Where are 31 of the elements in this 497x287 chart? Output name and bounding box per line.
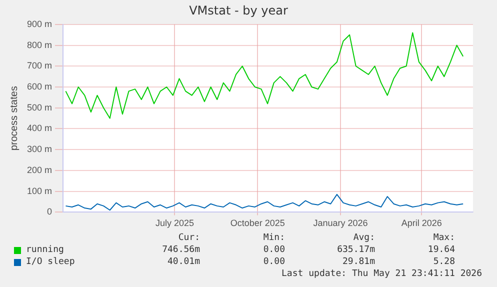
y-tick-label: 100 m [27, 186, 52, 196]
y-tick-label: 200 m [27, 164, 52, 175]
text: Min: [263, 233, 285, 243]
legend-label: running [26, 245, 64, 255]
y-tick-label: 500 m [27, 102, 52, 112]
text: 0.00 [263, 257, 285, 267]
y-tick-label: 400 m [27, 123, 52, 134]
x-tick-label: July 2025 [155, 218, 194, 228]
text: 40.01m [167, 257, 200, 267]
text: 746.56m [162, 245, 200, 255]
y-tick-label: 900 m [27, 18, 52, 29]
y-axis-title: process states [8, 86, 20, 151]
x-tick-label: April 2026 [401, 218, 442, 228]
y-tick-label: 700 m [27, 60, 52, 71]
chart-title: VMstat - by year [189, 3, 288, 18]
text: Avg: [353, 233, 375, 243]
legend-label: I/O sleep [26, 257, 75, 267]
x-tick-label: October 2025 [230, 218, 285, 228]
text: 5.28 [433, 257, 455, 267]
text: Last update: Thu May 21 23:41:11 2026 [282, 269, 482, 279]
x-tick-label: January 2026 [313, 218, 368, 228]
text: 19.64 [428, 245, 455, 255]
text: 635.17m [337, 245, 375, 255]
text: 29.81m [342, 257, 375, 267]
text: Cur: [178, 233, 200, 243]
y-tick-label: 300 m [27, 144, 52, 154]
y-tick-label: 600 m [27, 81, 52, 92]
text: 0.00 [263, 245, 285, 255]
y-tick-label: 800 m [27, 40, 52, 50]
text: Max: [433, 233, 455, 243]
y-tick-label: 0 [47, 206, 52, 217]
